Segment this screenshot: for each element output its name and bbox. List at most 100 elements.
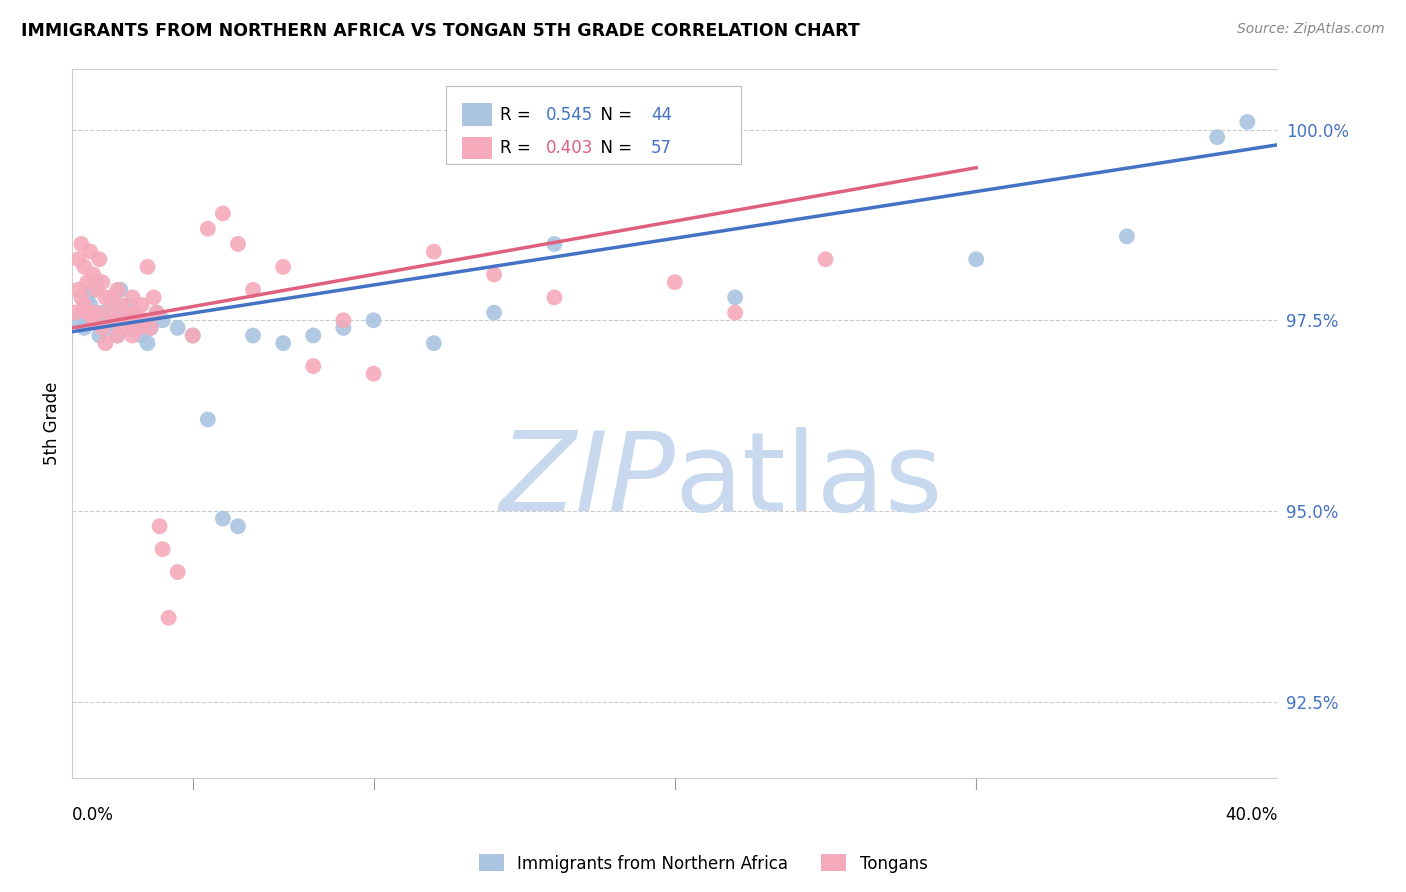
Point (423, 336, 446, 351)
Text: R =: R = (501, 139, 536, 157)
Text: N =: N = (591, 105, 638, 124)
Point (107, 328, 129, 343)
Point (181, 328, 204, 343)
Point (91, 321, 114, 335)
Point (423, 244, 446, 259)
Point (112, 321, 135, 335)
Point (118, 313, 141, 327)
Point (82, 283, 104, 297)
Point (152, 542, 174, 557)
Point (226, 519, 249, 533)
Point (128, 321, 150, 335)
Point (94, 336, 117, 351)
Text: 44: 44 (651, 105, 672, 124)
Point (97, 321, 120, 335)
FancyBboxPatch shape (446, 87, 741, 164)
Point (76, 290, 98, 304)
Text: Source: ZipAtlas.com: Source: ZipAtlas.com (1237, 22, 1385, 37)
Point (100, 290, 122, 304)
Point (67, 313, 90, 327)
Point (107, 283, 129, 297)
Point (212, 206, 235, 220)
Point (65, 305, 87, 319)
Point (197, 221, 219, 235)
Point (197, 412, 219, 426)
Point (70, 237, 93, 252)
Text: IMMIGRANTS FROM NORTHERN AFRICA VS TONGAN 5TH GRADE CORRELATION CHART: IMMIGRANTS FROM NORTHERN AFRICA VS TONGA… (21, 22, 860, 40)
Point (118, 298, 141, 312)
Point (121, 290, 143, 304)
Point (79, 244, 101, 259)
Legend: Immigrants from Northern Africa, Tongans: Immigrants from Northern Africa, Tongans (472, 847, 934, 880)
Point (1236, 115, 1258, 129)
Point (271, 260, 294, 274)
Text: ZIP: ZIP (499, 426, 675, 533)
Point (363, 367, 385, 381)
Point (724, 290, 747, 304)
Text: R =: R = (501, 105, 536, 124)
Point (149, 519, 172, 533)
Point (110, 298, 132, 312)
Point (482, 268, 505, 282)
Point (67, 283, 90, 297)
Point (136, 336, 159, 351)
Point (1115, 229, 1137, 244)
Point (166, 321, 188, 335)
Point (242, 328, 264, 343)
Point (124, 305, 146, 319)
Point (363, 313, 385, 327)
Point (142, 290, 165, 304)
Point (814, 252, 837, 267)
Point (82, 313, 104, 327)
Point (73, 298, 96, 312)
Point (107, 328, 129, 343)
Point (242, 283, 264, 297)
Point (1206, 130, 1229, 145)
Point (97, 305, 120, 319)
Point (139, 321, 162, 335)
Point (94, 290, 117, 304)
Point (82, 268, 104, 282)
Point (271, 336, 294, 351)
Text: 0.403: 0.403 (546, 139, 593, 157)
Point (76, 305, 98, 319)
Point (76, 275, 98, 289)
Point (226, 237, 249, 252)
Point (152, 313, 174, 327)
Point (145, 305, 167, 319)
Point (482, 305, 505, 319)
Point (73, 260, 96, 274)
Point (139, 321, 162, 335)
Y-axis label: 5th Grade: 5th Grade (44, 382, 60, 465)
Point (965, 252, 987, 267)
Point (136, 260, 159, 274)
FancyBboxPatch shape (461, 103, 492, 126)
Point (110, 283, 132, 297)
Text: 40.0%: 40.0% (1225, 806, 1278, 824)
Point (664, 275, 686, 289)
Point (86, 275, 108, 289)
Point (91, 275, 114, 289)
Point (302, 328, 325, 343)
Point (94, 313, 117, 327)
Text: 0.0%: 0.0% (72, 806, 114, 824)
Point (86, 305, 108, 319)
Point (166, 565, 188, 579)
FancyBboxPatch shape (461, 136, 492, 160)
Point (124, 305, 146, 319)
Point (86, 283, 108, 297)
Point (157, 611, 180, 625)
Text: 0.545: 0.545 (546, 105, 593, 124)
Point (181, 328, 204, 343)
Point (79, 298, 101, 312)
Point (89, 252, 111, 267)
Point (543, 290, 565, 304)
Point (121, 321, 143, 335)
Point (67, 252, 90, 267)
Text: 57: 57 (651, 139, 672, 157)
Point (73, 321, 96, 335)
Point (112, 305, 135, 319)
Point (115, 305, 138, 319)
Point (103, 298, 125, 312)
Point (121, 328, 143, 343)
